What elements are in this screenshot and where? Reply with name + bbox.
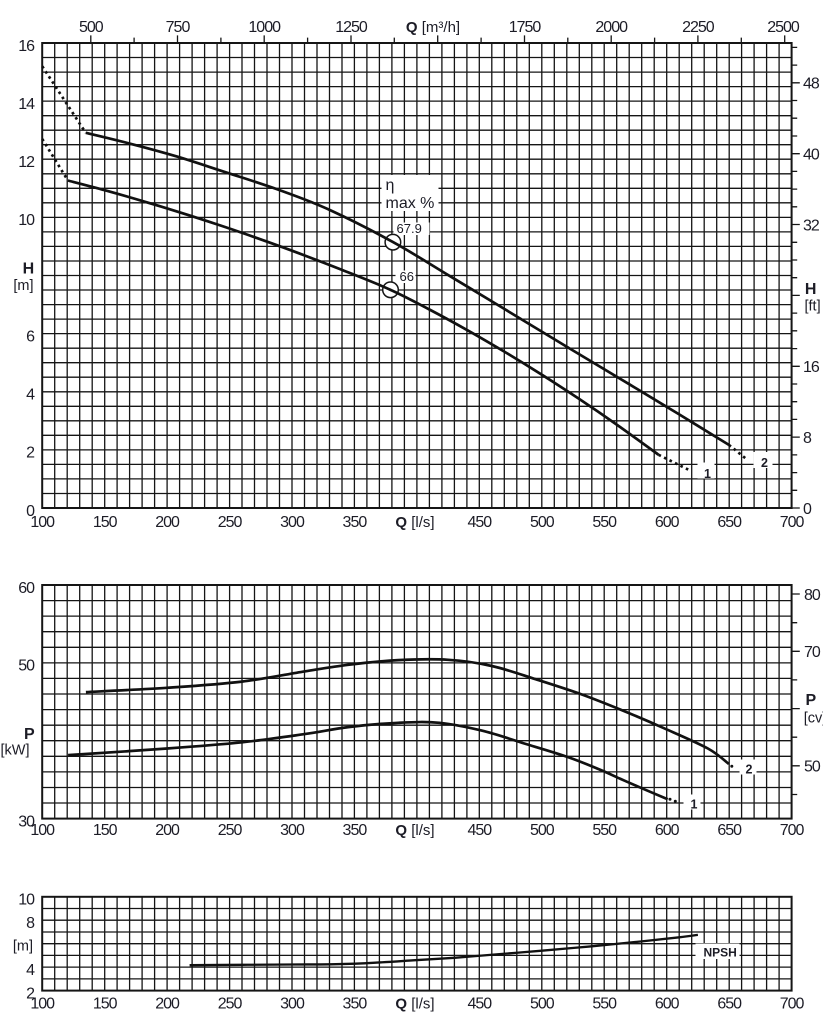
svg-text:450: 450 <box>467 514 492 531</box>
svg-text:250: 250 <box>218 822 243 839</box>
svg-text:30: 30 <box>18 813 35 830</box>
svg-text:[ft]: [ft] <box>805 299 821 315</box>
svg-text:500: 500 <box>530 514 555 531</box>
svg-text:150: 150 <box>93 996 118 1013</box>
svg-text:200: 200 <box>155 514 180 531</box>
svg-text:8: 8 <box>803 430 812 447</box>
svg-text:550: 550 <box>592 996 617 1013</box>
svg-text:300: 300 <box>280 514 305 531</box>
svg-text:max %: max % <box>386 195 435 212</box>
svg-text:1000: 1000 <box>248 19 281 36</box>
svg-text:750: 750 <box>166 19 191 36</box>
svg-text:[kW]: [kW] <box>1 743 30 759</box>
svg-text:NPSH: NPSH <box>704 946 737 960</box>
svg-text:8: 8 <box>26 915 35 932</box>
svg-text:50: 50 <box>804 759 821 776</box>
svg-text:10: 10 <box>18 212 35 229</box>
svg-text:2: 2 <box>746 763 753 777</box>
svg-text:0: 0 <box>26 503 35 520</box>
svg-text:500: 500 <box>79 19 104 36</box>
svg-text:650: 650 <box>717 514 742 531</box>
svg-text:H: H <box>23 261 35 278</box>
svg-text:0: 0 <box>803 501 812 518</box>
svg-text:250: 250 <box>218 996 243 1013</box>
svg-text:2000: 2000 <box>595 19 628 36</box>
svg-text:200: 200 <box>155 996 180 1013</box>
svg-text:150: 150 <box>93 822 118 839</box>
svg-text:2250: 2250 <box>682 19 715 36</box>
svg-text:67.9: 67.9 <box>397 221 422 236</box>
svg-text:300: 300 <box>280 822 305 839</box>
svg-text:32: 32 <box>803 217 820 234</box>
svg-text:60: 60 <box>18 580 35 597</box>
svg-text:16: 16 <box>18 38 35 55</box>
svg-text:Q [l/s]: Q [l/s] <box>395 822 434 839</box>
svg-text:100: 100 <box>30 822 55 839</box>
svg-text:Q [m³/h]: Q [m³/h] <box>406 19 460 36</box>
svg-text:10: 10 <box>18 892 35 909</box>
svg-text:1: 1 <box>704 467 711 481</box>
svg-text:1: 1 <box>691 798 698 812</box>
svg-text:650: 650 <box>717 996 742 1013</box>
svg-text:4: 4 <box>26 387 35 404</box>
svg-text:2: 2 <box>26 445 35 462</box>
svg-text:250: 250 <box>218 514 243 531</box>
svg-text:Q [l/s]: Q [l/s] <box>395 996 434 1013</box>
svg-text:150: 150 <box>93 514 118 531</box>
svg-text:100: 100 <box>30 514 55 531</box>
svg-text:Q [l/s]: Q [l/s] <box>395 514 434 531</box>
svg-text:50: 50 <box>18 658 35 675</box>
svg-text:1250: 1250 <box>335 19 368 36</box>
svg-text:700: 700 <box>780 514 805 531</box>
svg-text:6: 6 <box>26 328 35 345</box>
svg-text:P: P <box>806 692 817 709</box>
svg-text:600: 600 <box>655 514 680 531</box>
svg-text:650: 650 <box>717 822 742 839</box>
svg-text:700: 700 <box>780 996 805 1013</box>
svg-text:200: 200 <box>155 822 180 839</box>
svg-text:70: 70 <box>804 644 821 661</box>
svg-text:600: 600 <box>655 996 680 1013</box>
svg-text:η: η <box>386 177 395 194</box>
svg-text:40: 40 <box>803 147 820 164</box>
svg-text:[m]: [m] <box>13 939 33 955</box>
svg-text:[cv]: [cv] <box>804 711 823 727</box>
svg-text:[m]: [m] <box>13 278 33 294</box>
svg-text:700: 700 <box>780 822 805 839</box>
svg-text:550: 550 <box>592 514 617 531</box>
svg-text:1750: 1750 <box>509 19 542 36</box>
svg-text:2: 2 <box>26 985 35 1002</box>
svg-text:14: 14 <box>18 96 35 113</box>
svg-text:16: 16 <box>803 359 820 376</box>
svg-text:350: 350 <box>343 822 368 839</box>
svg-text:P: P <box>24 726 35 743</box>
svg-text:350: 350 <box>343 996 368 1013</box>
svg-text:450: 450 <box>467 822 492 839</box>
svg-text:600: 600 <box>655 822 680 839</box>
svg-text:2: 2 <box>761 456 768 470</box>
svg-text:4: 4 <box>26 962 35 979</box>
svg-text:500: 500 <box>530 822 555 839</box>
svg-text:48: 48 <box>803 76 820 93</box>
svg-text:12: 12 <box>18 154 35 171</box>
svg-text:H: H <box>805 281 817 298</box>
svg-text:2500: 2500 <box>767 19 800 36</box>
svg-text:300: 300 <box>280 996 305 1013</box>
svg-text:100: 100 <box>30 996 55 1013</box>
svg-text:80: 80 <box>804 587 821 604</box>
svg-text:450: 450 <box>467 996 492 1013</box>
svg-text:550: 550 <box>592 822 617 839</box>
svg-text:500: 500 <box>530 996 555 1013</box>
svg-text:66: 66 <box>400 269 414 284</box>
svg-text:350: 350 <box>343 514 368 531</box>
